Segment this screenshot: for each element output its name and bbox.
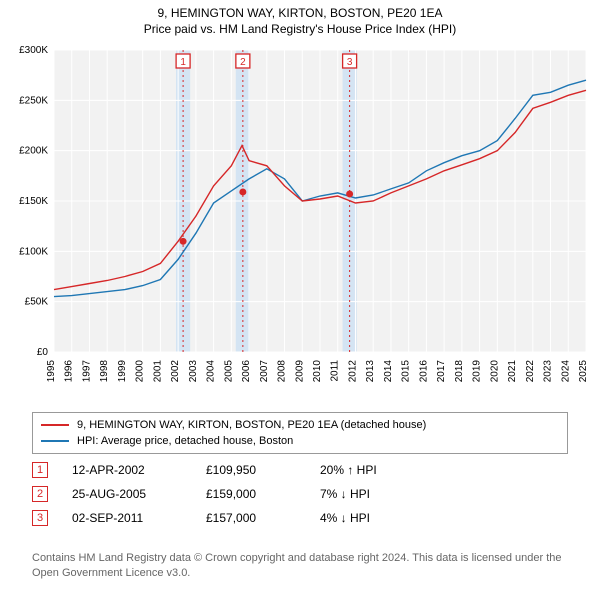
price-chart: 1 2 3 £0 £50K £100K £150K £200K £250K £300K 1995 19… — [6, 42, 594, 402]
svg-text:2013: 2013 — [365, 360, 376, 383]
page-title: 9, HEMINGTON WAY, KIRTON, BOSTON, PE20 1… — [0, 0, 600, 22]
svg-text:£50K: £50K — [25, 297, 49, 308]
event-price: £159,000 — [206, 487, 296, 501]
event-pct: 7% ↓ HPI — [320, 487, 440, 501]
svg-text:2001: 2001 — [152, 360, 163, 383]
legend-item: HPI: Average price, detached house, Bost… — [41, 433, 559, 449]
svg-text:£300K: £300K — [19, 45, 48, 56]
legend-item: 9, HEMINGTON WAY, KIRTON, BOSTON, PE20 1… — [41, 417, 559, 433]
svg-text:2010: 2010 — [312, 360, 323, 383]
svg-text:2015: 2015 — [401, 360, 412, 383]
legend-label: HPI: Average price, detached house, Bost… — [77, 435, 293, 447]
svg-text:2022: 2022 — [525, 360, 536, 383]
event-row: 1 12-APR-2002 £109,950 20% ↑ HPI — [32, 458, 568, 482]
svg-text:1996: 1996 — [64, 360, 75, 383]
svg-text:2: 2 — [240, 57, 246, 68]
svg-text:2025: 2025 — [578, 360, 589, 383]
svg-text:2004: 2004 — [206, 360, 217, 383]
event-badge: 3 — [32, 510, 48, 526]
svg-text:2019: 2019 — [472, 360, 483, 383]
event-price: £109,950 — [206, 463, 296, 477]
svg-text:3: 3 — [347, 57, 353, 68]
event-pct: 4% ↓ HPI — [320, 511, 440, 525]
svg-text:2005: 2005 — [223, 360, 234, 383]
svg-text:2012: 2012 — [347, 360, 358, 383]
svg-text:2006: 2006 — [241, 360, 252, 383]
chart-legend: 9, HEMINGTON WAY, KIRTON, BOSTON, PE20 1… — [32, 412, 568, 454]
footnote: Contains HM Land Registry data © Crown c… — [32, 551, 568, 580]
svg-text:£0: £0 — [37, 347, 49, 358]
svg-text:£150K: £150K — [19, 196, 48, 207]
svg-text:2018: 2018 — [454, 360, 465, 383]
svg-text:2008: 2008 — [277, 360, 288, 383]
event-row: 3 02-SEP-2011 £157,000 4% ↓ HPI — [32, 506, 568, 530]
svg-text:2024: 2024 — [560, 360, 571, 383]
svg-text:2007: 2007 — [259, 360, 270, 383]
event-date: 12-APR-2002 — [72, 463, 182, 477]
svg-text:£100K: £100K — [19, 246, 48, 257]
svg-text:£200K: £200K — [19, 146, 48, 157]
svg-text:1998: 1998 — [99, 360, 110, 383]
event-pct: 20% ↑ HPI — [320, 463, 440, 477]
svg-text:2020: 2020 — [489, 360, 500, 383]
legend-swatch — [41, 424, 69, 426]
svg-text:1995: 1995 — [46, 360, 57, 383]
svg-text:1: 1 — [180, 57, 186, 68]
svg-text:2017: 2017 — [436, 360, 447, 383]
svg-text:2021: 2021 — [507, 360, 518, 383]
event-date: 25-AUG-2005 — [72, 487, 182, 501]
svg-text:1997: 1997 — [81, 360, 92, 383]
svg-text:2011: 2011 — [330, 360, 341, 382]
svg-text:£250K: £250K — [19, 95, 48, 106]
svg-text:2000: 2000 — [135, 360, 146, 383]
event-date: 02-SEP-2011 — [72, 511, 182, 525]
svg-text:2003: 2003 — [188, 360, 199, 383]
svg-text:2023: 2023 — [543, 360, 554, 383]
svg-text:2016: 2016 — [418, 360, 429, 383]
event-price: £157,000 — [206, 511, 296, 525]
svg-text:2014: 2014 — [383, 360, 394, 383]
events-table: 1 12-APR-2002 £109,950 20% ↑ HPI 2 25-AUG-200… — [32, 458, 568, 530]
legend-swatch — [41, 440, 69, 442]
event-badge: 2 — [32, 486, 48, 502]
page-subtitle: Price paid vs. HM Land Registry's House … — [0, 22, 600, 40]
event-row: 2 25-AUG-2005 £159,000 7% ↓ HPI — [32, 482, 568, 506]
svg-text:2002: 2002 — [170, 360, 181, 383]
svg-text:2009: 2009 — [294, 360, 305, 383]
event-badge: 1 — [32, 462, 48, 478]
svg-text:1999: 1999 — [117, 360, 128, 383]
legend-label: 9, HEMINGTON WAY, KIRTON, BOSTON, PE20 1… — [77, 419, 426, 431]
